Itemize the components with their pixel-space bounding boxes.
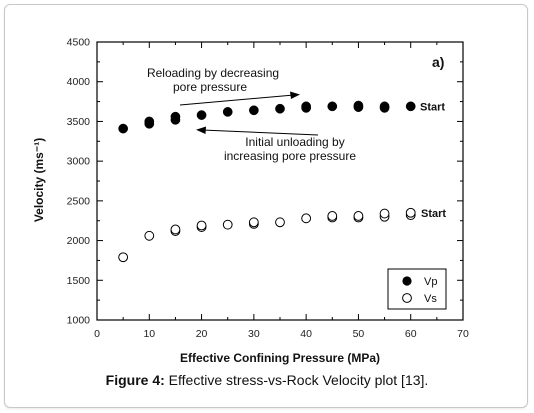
vs-point (144, 230, 155, 241)
vp-point (275, 103, 285, 114)
y-axis-label: Velocity (ms⁻¹) (32, 138, 46, 222)
y-tick-label: 3500 (67, 116, 91, 128)
reloading-annotation-line1: Reloading by decreasing (147, 66, 279, 80)
vp-point (222, 107, 233, 117)
vp-point (301, 101, 311, 112)
legend-vs-marker (402, 293, 412, 303)
vp-point (196, 110, 207, 120)
x-tick-label: 20 (196, 328, 208, 340)
caption-prefix: Figure 4: (105, 372, 165, 388)
x-tick-label: 50 (353, 328, 365, 340)
y-tick-label: 1000 (67, 315, 91, 327)
vp-point (118, 123, 128, 134)
panel-label: a) (432, 54, 444, 70)
vs-point (118, 252, 129, 263)
legend-vp-marker (402, 276, 412, 286)
vs-point (170, 224, 181, 235)
vs-point (353, 211, 364, 221)
vs-point (196, 220, 207, 231)
y-tick-label: 4500 (67, 37, 91, 49)
y-tick-label: 2000 (67, 235, 91, 247)
reloading-arrow-shaft (179, 94, 295, 106)
figure-caption: Figure 4: Effective stress-vs-Rock Veloc… (0, 372, 534, 388)
y-tick-label: 3000 (67, 156, 91, 168)
vp-point (379, 101, 390, 112)
y-axis-ticks: 1000 1500 2000 2500 3000 3500 4000 4500 (67, 37, 463, 327)
vp-point (170, 111, 181, 122)
figure-frame (4, 4, 528, 408)
vs-point (222, 219, 233, 230)
vs-point (327, 211, 338, 221)
x-axis-ticks: 0 10 20 30 40 50 60 70 (94, 42, 469, 340)
vp-point (353, 100, 364, 111)
x-tick-label: 40 (300, 328, 312, 340)
unloading-arrow-head (196, 126, 206, 134)
vs-point (405, 207, 416, 218)
vp-point (249, 105, 259, 116)
x-tick-label: 0 (94, 328, 100, 340)
vp-point (144, 116, 155, 127)
legend-vs-label: Vs (424, 293, 437, 305)
caption-text: Effective stress-vs-Rock Velocity plot [… (164, 372, 429, 388)
x-tick-label: 70 (457, 328, 469, 340)
vp-point (327, 101, 338, 112)
vp-point (405, 101, 416, 112)
y-tick-label: 1500 (67, 275, 91, 287)
x-axis-label: Effective Confining Pressure (MPa) (180, 351, 380, 365)
vs-point (301, 213, 312, 224)
vs-point (248, 217, 259, 228)
vs-point (275, 217, 285, 228)
vs-start-label: Start (421, 208, 446, 220)
x-tick-label: 30 (248, 328, 260, 340)
unloading-annotation-line2: increasing pore pressure (224, 149, 356, 163)
unloading-annotation-line1: Initial unloading by (245, 135, 344, 149)
legend-box (387, 268, 447, 310)
reloading-arrow-head (290, 91, 300, 99)
unloading-arrow-shaft (201, 129, 319, 136)
data-points (118, 100, 416, 263)
y-tick-label: 2500 (67, 195, 91, 207)
vs-point (379, 208, 390, 219)
x-tick-label: 10 (143, 328, 155, 340)
y-tick-label: 4000 (67, 76, 91, 88)
legend-vp-label: Vp (424, 276, 437, 288)
reloading-annotation-line2: pore pressure (173, 80, 247, 94)
x-tick-label: 60 (405, 328, 417, 340)
legend: Vp Vs (387, 268, 447, 310)
vp-start-label: Start (420, 101, 445, 113)
